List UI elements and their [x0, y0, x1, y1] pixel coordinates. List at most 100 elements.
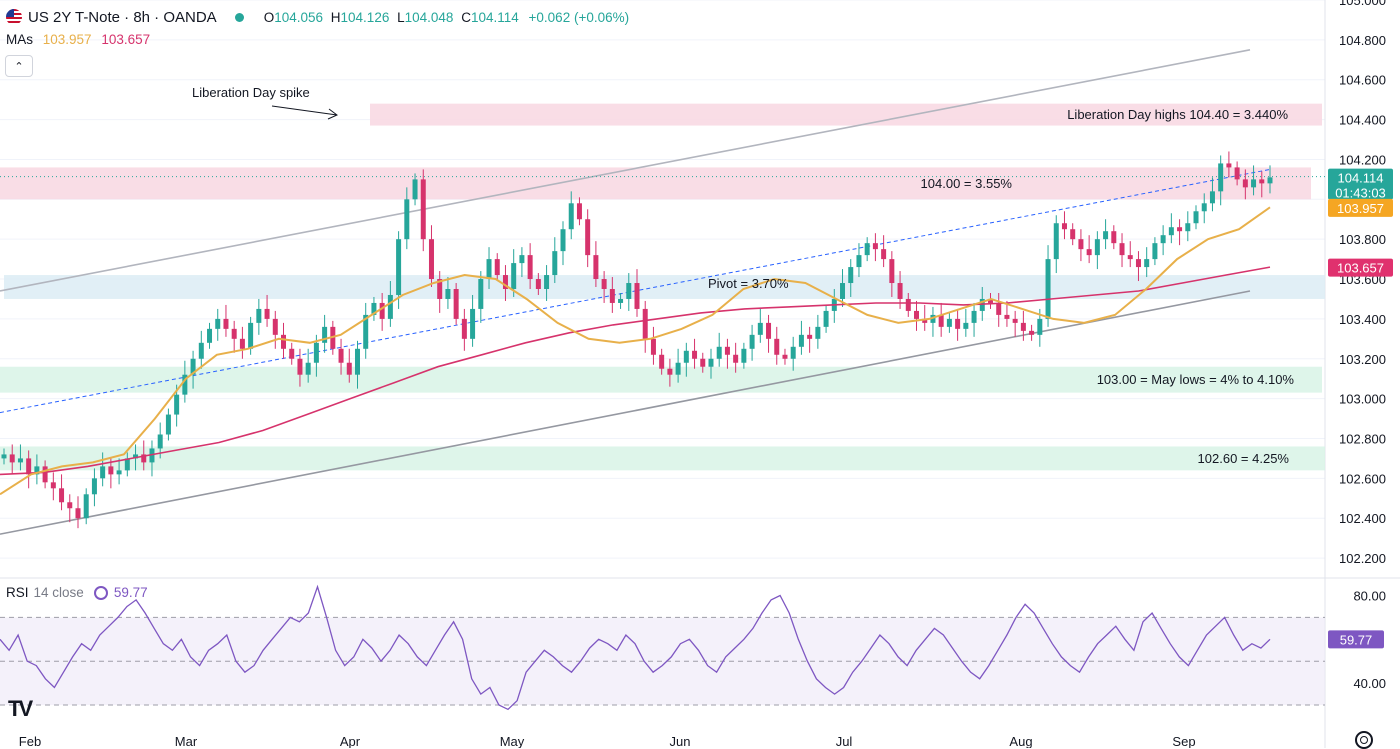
rsi-value-badge-text: 59.77	[1340, 632, 1373, 647]
candle-body	[955, 318, 961, 329]
candle-body	[848, 267, 854, 284]
candle-body	[618, 298, 624, 303]
candle-body	[437, 279, 443, 299]
candle-body	[502, 275, 508, 289]
rsi-line	[0, 584, 1271, 711]
moving-averages-legend[interactable]: MAs 103.957 103.657	[6, 32, 150, 47]
candle-body	[1234, 167, 1240, 180]
candle-body	[692, 350, 698, 359]
rsi-value-badge	[1328, 630, 1384, 649]
candle-body	[1193, 211, 1199, 224]
candle-body	[305, 362, 311, 375]
candle-body	[412, 179, 418, 200]
y-tick-label: 102.400	[1339, 511, 1386, 526]
ma-slow-badge	[1328, 258, 1393, 277]
candle-body	[59, 488, 65, 503]
candle-body	[34, 466, 40, 475]
candle-body	[272, 318, 278, 335]
ma-slow-line	[0, 266, 1271, 476]
candle-body	[535, 279, 541, 289]
candle-body	[987, 298, 993, 303]
candle-body	[897, 283, 903, 299]
candle-body	[133, 454, 139, 459]
candle-body	[1004, 314, 1010, 319]
y-tick-label: 105.000	[1339, 0, 1386, 8]
last-price-badge-text: 01:43:03	[1335, 186, 1386, 201]
candle-body	[387, 294, 393, 319]
zone-support	[0, 446, 1325, 471]
candle-body	[297, 358, 303, 375]
candle-body	[511, 263, 517, 289]
rsi-params: 14 close	[33, 585, 84, 600]
candle-body	[396, 239, 402, 295]
candle-body	[864, 243, 870, 256]
candle-body	[461, 318, 467, 339]
mas-label: MAs	[6, 32, 33, 47]
tradingview-logo-icon[interactable]: TV	[8, 696, 33, 721]
y-tick-label: 102.800	[1339, 431, 1386, 446]
candle-body	[815, 326, 821, 339]
ohlc-readout: O104.056 H104.126 L104.048 C104.114 +0.0…	[263, 9, 630, 25]
candle-body	[996, 302, 1002, 315]
candle-body	[494, 259, 500, 276]
settings-gear-icon[interactable]	[1355, 731, 1373, 749]
x-tick-label: Feb	[19, 734, 41, 748]
candle-body	[174, 394, 180, 415]
candle-body	[1226, 163, 1232, 168]
ma-slow-value: 103.657	[101, 32, 151, 47]
candle-body	[766, 322, 772, 339]
candle-body	[486, 259, 492, 280]
x-tick-label: Mar	[175, 734, 198, 748]
candle-body	[1177, 227, 1183, 232]
candle-body	[946, 318, 952, 327]
candle-body	[428, 239, 434, 280]
candle-body	[683, 350, 689, 363]
candle-body	[971, 310, 977, 323]
candle-body	[1251, 179, 1257, 188]
x-tick-label: May	[500, 734, 525, 748]
candle-body	[141, 454, 147, 463]
candle-body	[642, 308, 648, 339]
candle-body	[782, 354, 788, 359]
candle-body	[1012, 318, 1018, 323]
x-tick-label: Jun	[670, 734, 691, 748]
annotation-pivot: Pivot = 3.70%	[708, 276, 789, 291]
zone-label: 103.00 = May lows = 4% to 4.10%	[1097, 372, 1295, 387]
y-tick-label: 104.200	[1339, 152, 1386, 167]
candle-body	[700, 358, 706, 367]
candle-body	[1201, 203, 1207, 212]
y-tick-label: 104.400	[1339, 113, 1386, 128]
candle-body	[1053, 223, 1059, 260]
candle-body	[1078, 239, 1084, 250]
high-value: 104.126	[340, 9, 390, 25]
symbol-title[interactable]: US 2Y T-Note · 8h · OANDA	[28, 8, 217, 26]
candle-body	[1037, 318, 1043, 335]
last-price-badge	[1328, 168, 1393, 200]
y-tick-label: 102.600	[1339, 471, 1386, 486]
collapse-legend-button[interactable]: ⌃	[5, 55, 33, 77]
rsi-legend[interactable]: RSI 14 close 59.77	[6, 585, 148, 600]
candle-body	[938, 314, 944, 327]
y-tick-label: 104.800	[1339, 33, 1386, 48]
candle-body	[552, 251, 558, 276]
candle-body	[42, 466, 48, 483]
candle-body	[379, 302, 385, 319]
candle-body	[67, 502, 73, 509]
candle-body	[856, 255, 862, 268]
candle-body	[1267, 177, 1273, 184]
candle-body	[470, 308, 476, 339]
candle-body	[165, 414, 171, 435]
candle-body	[1168, 227, 1174, 236]
candle-body	[881, 249, 887, 260]
candle-body	[346, 362, 352, 375]
candle-body	[1242, 179, 1248, 188]
candle-body	[1070, 229, 1076, 240]
candle-body	[223, 318, 229, 329]
candle-body	[840, 283, 846, 299]
candle-body	[322, 326, 328, 343]
candle-body	[91, 478, 97, 495]
candle-body	[576, 203, 582, 220]
candle-body	[124, 458, 130, 471]
candle-body	[264, 308, 270, 319]
